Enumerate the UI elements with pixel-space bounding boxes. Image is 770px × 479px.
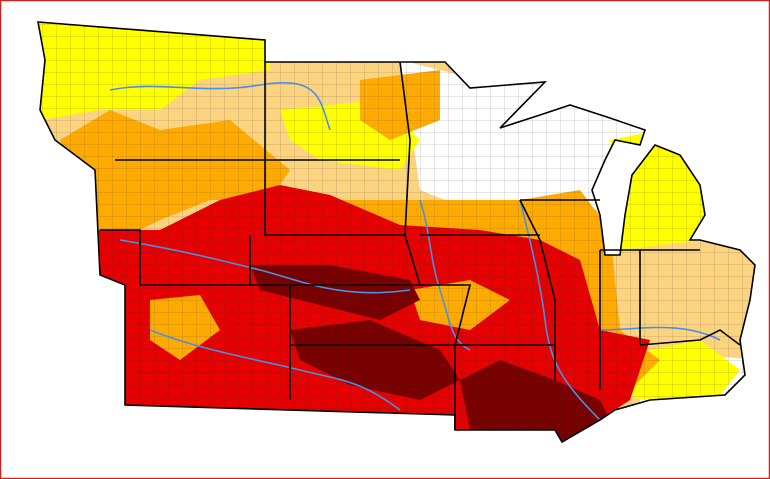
river [119, 239, 411, 294]
region-outline [37, 21, 756, 444]
river [149, 329, 401, 411]
state-borders [37, 21, 756, 444]
river [599, 326, 721, 341]
river [109, 82, 331, 131]
state-line [100, 61, 741, 430]
